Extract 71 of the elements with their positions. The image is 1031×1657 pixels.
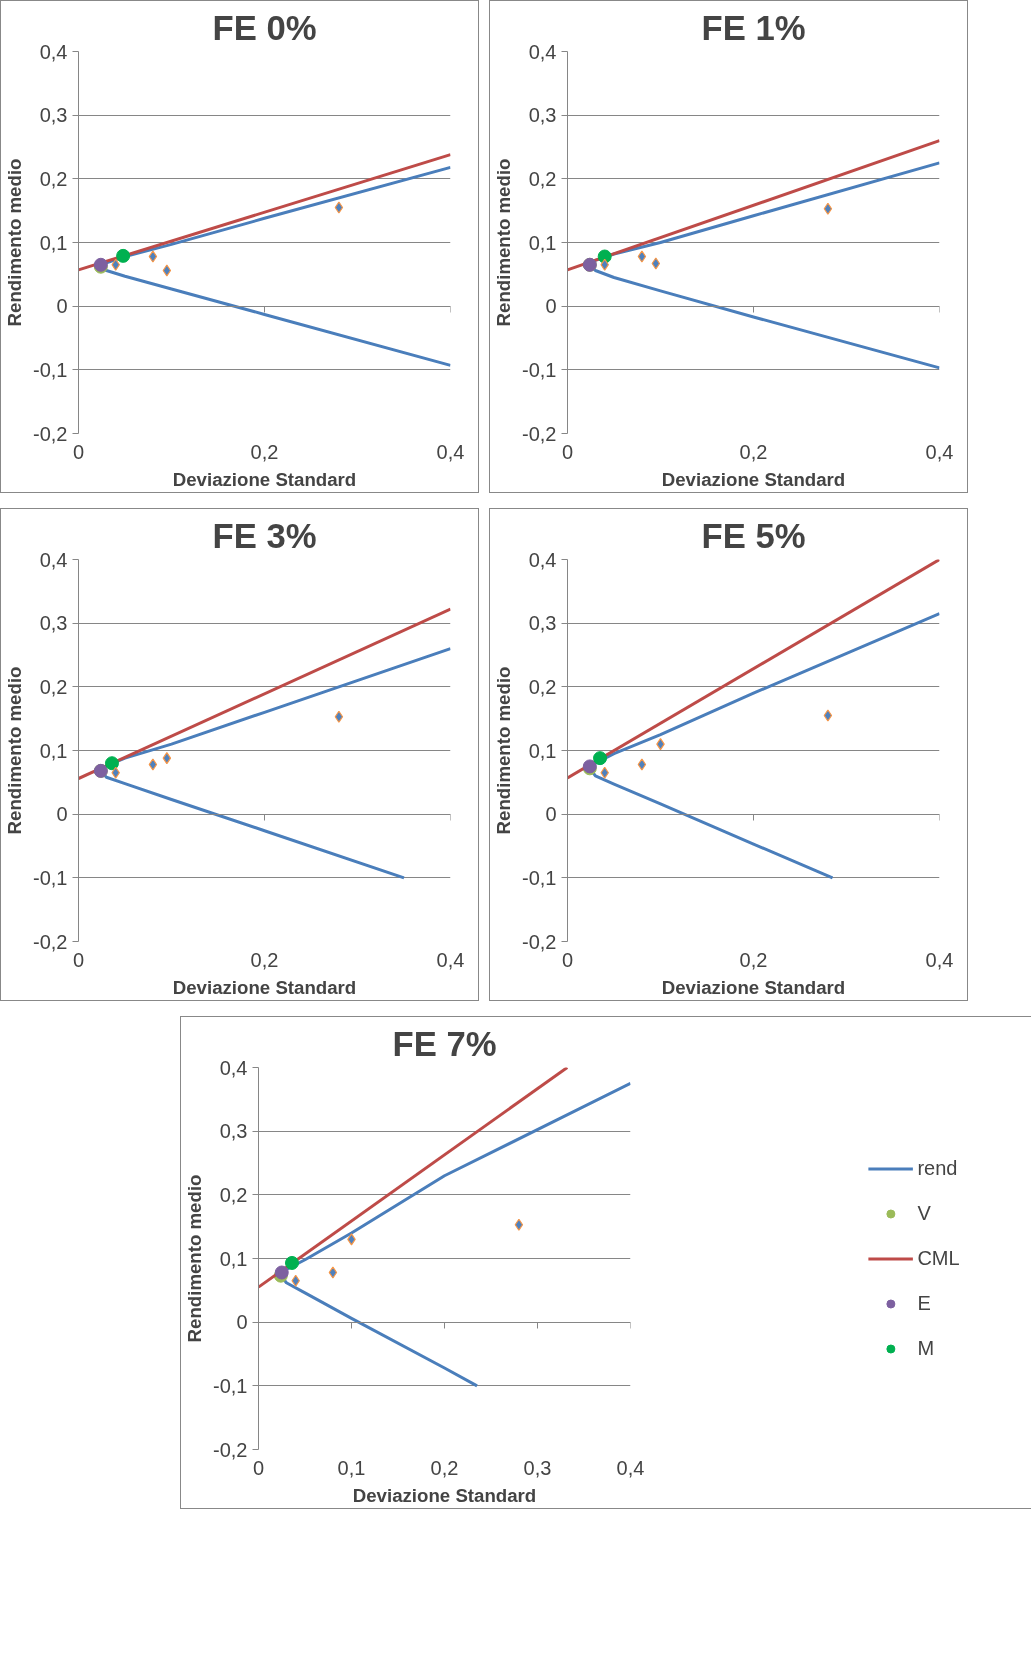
y-axis-title: Rendimento medio xyxy=(184,1174,206,1343)
y-tick-label: 0,1 xyxy=(528,231,557,254)
y-tick-label: 0,2 xyxy=(39,167,68,190)
chart-title: FE 5% xyxy=(701,516,806,555)
chart-title: FE 3% xyxy=(212,516,317,555)
chart-title: FE 1% xyxy=(701,8,806,47)
y-tick-label: 0,1 xyxy=(39,739,68,762)
legend-label: M xyxy=(917,1336,936,1360)
x-tick-label: 0,2 xyxy=(250,440,279,463)
chart-title: FE 7% xyxy=(392,1024,497,1063)
x-tick-label: 0,4 xyxy=(436,948,465,971)
y-axis-title: Rendimento medio xyxy=(493,158,515,327)
y-tick-label: -0,1 xyxy=(522,866,557,889)
x-tick-label: 0 xyxy=(252,1456,265,1479)
y-tick-label: 0,3 xyxy=(528,612,557,635)
y-tick-label: 0,4 xyxy=(528,548,557,571)
x-tick-label: 0,2 xyxy=(430,1456,459,1479)
y-axis-title: Rendimento medio xyxy=(4,158,26,327)
y-tick-label: 0,1 xyxy=(39,231,68,254)
y-tick-label: -0,1 xyxy=(33,358,68,381)
x-axis-title: Deviazione Standard xyxy=(172,468,357,490)
y-tick-label: 0,3 xyxy=(219,1120,248,1143)
y-tick-label: -0,2 xyxy=(213,1438,248,1461)
legend-label: E xyxy=(917,1291,932,1315)
x-axis-title: Deviazione Standard xyxy=(172,976,357,998)
x-tick-label: 0,4 xyxy=(925,440,954,463)
y-tick-label: 0,2 xyxy=(528,167,557,190)
y-tick-label: 0,1 xyxy=(528,739,557,762)
y-tick-label: 0 xyxy=(545,295,557,318)
chart-title: FE 0% xyxy=(212,8,317,47)
y-tick-label: 0,4 xyxy=(528,40,557,63)
y-tick-label: -0,2 xyxy=(33,930,68,953)
x-tick-label: 0,1 xyxy=(337,1456,366,1479)
y-tick-label: -0,1 xyxy=(213,1374,248,1397)
y-tick-label: -0,1 xyxy=(33,866,68,889)
y-tick-label: 0,3 xyxy=(39,612,68,635)
y-tick-label: 0,2 xyxy=(39,675,68,698)
y-tick-label: -0,2 xyxy=(522,422,557,445)
y-tick-label: -0,2 xyxy=(33,422,68,445)
x-axis-title: Deviazione Standard xyxy=(661,976,846,998)
x-tick-label: 0 xyxy=(72,948,85,971)
legend-label: rend xyxy=(917,1156,958,1180)
y-axis-title: Rendimento medio xyxy=(493,666,515,835)
legend-label: CML xyxy=(917,1246,960,1270)
y-tick-label: 0,3 xyxy=(39,104,68,127)
y-tick-label: 0,4 xyxy=(39,40,68,63)
x-tick-label: 0,4 xyxy=(925,948,954,971)
x-tick-label: 0,4 xyxy=(436,440,465,463)
x-tick-label: 0 xyxy=(72,440,85,463)
y-tick-label: 0 xyxy=(56,803,68,826)
x-tick-label: 0 xyxy=(561,440,574,463)
y-tick-label: 0 xyxy=(236,1311,248,1334)
y-tick-label: 0 xyxy=(56,295,68,318)
y-tick-label: 0,2 xyxy=(219,1183,248,1206)
x-axis-title: Deviazione Standard xyxy=(661,468,846,490)
x-tick-label: 0,4 xyxy=(616,1456,645,1479)
y-tick-label: 0 xyxy=(545,803,557,826)
y-tick-label: 0,4 xyxy=(39,548,68,571)
y-axis-title: Rendimento medio xyxy=(4,666,26,835)
legend-label: V xyxy=(917,1201,932,1225)
y-tick-label: -0,1 xyxy=(522,358,557,381)
y-tick-label: 0,4 xyxy=(219,1056,248,1079)
x-tick-label: 0,2 xyxy=(250,948,279,971)
x-tick-label: 0,2 xyxy=(739,440,768,463)
y-tick-label: -0,2 xyxy=(522,930,557,953)
x-tick-label: 0 xyxy=(561,948,574,971)
x-tick-label: 0,2 xyxy=(739,948,768,971)
y-tick-label: 0,1 xyxy=(219,1247,248,1270)
x-axis-title: Deviazione Standard xyxy=(352,1484,537,1506)
y-tick-label: 0,2 xyxy=(528,675,557,698)
y-tick-label: 0,3 xyxy=(528,104,557,127)
